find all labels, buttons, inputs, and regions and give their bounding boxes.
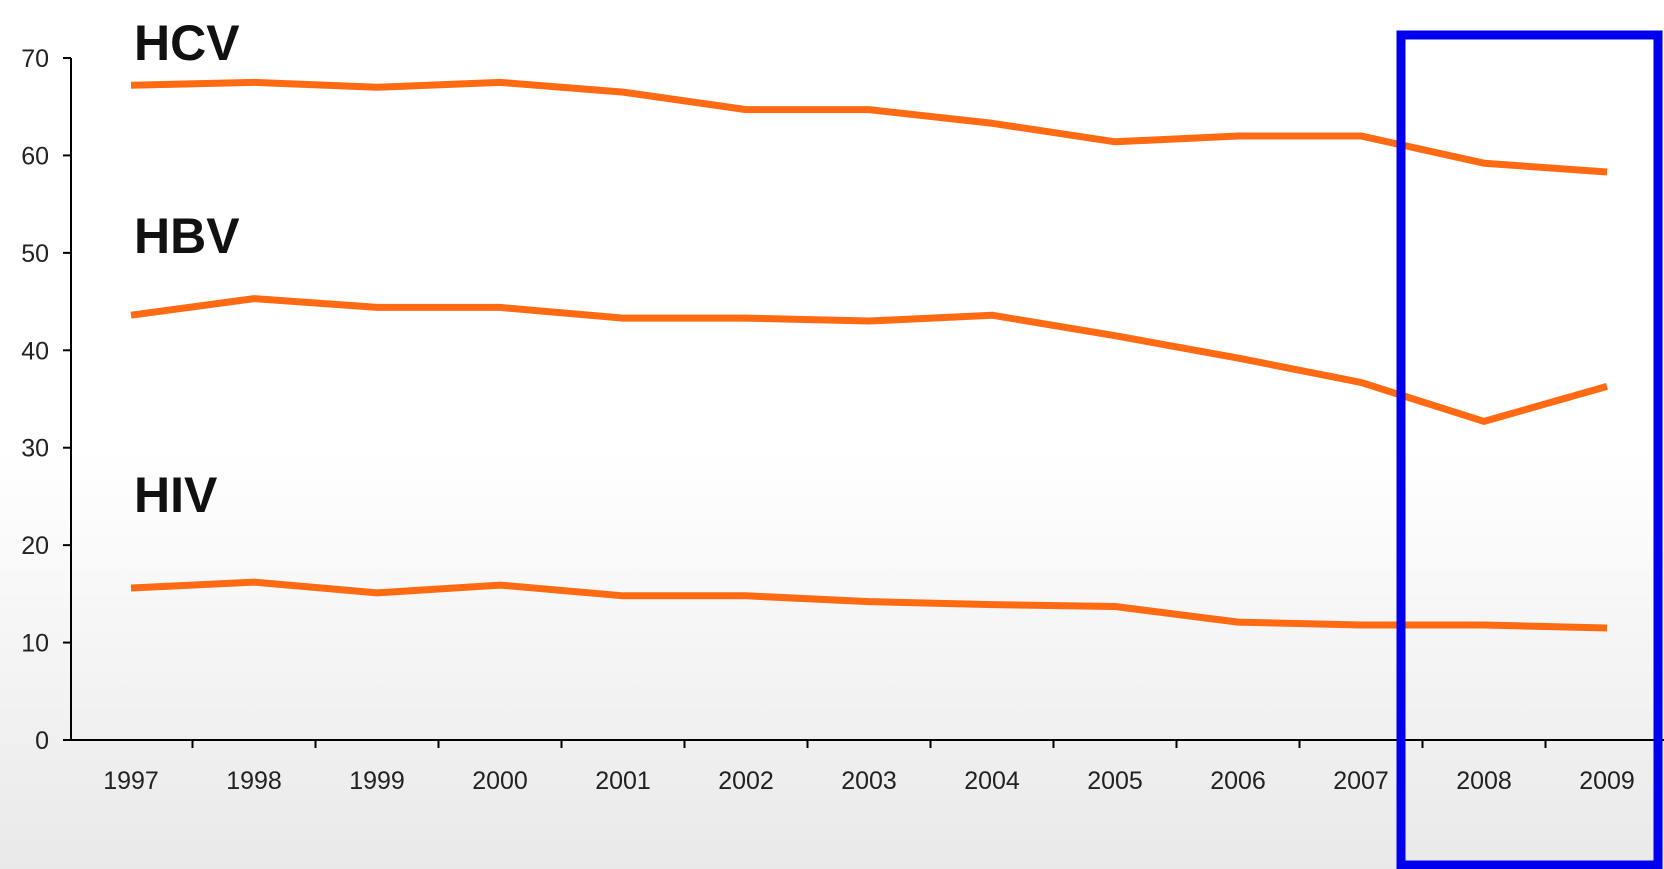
- x-tick-label: 2006: [1210, 767, 1266, 795]
- x-tick-label: 2009: [1579, 767, 1635, 795]
- chart-axes: [70, 58, 1664, 741]
- y-tick-label: 30: [21, 435, 49, 463]
- y-tick-label: 70: [21, 45, 49, 73]
- series-line-hbv: [130, 295, 1608, 425]
- y-tick-label: 0: [35, 727, 49, 755]
- y-tick-label: 20: [21, 532, 49, 560]
- series-label-hbv: HBV: [134, 208, 240, 264]
- series-line-hiv: [130, 578, 1608, 632]
- series-labels: HCV HBV HIV: [134, 15, 240, 523]
- highlight-box: [1396, 30, 1663, 869]
- x-tick-label: 1998: [226, 767, 282, 795]
- y-tick-label: 40: [21, 337, 49, 365]
- x-tick-label: 2005: [1087, 767, 1143, 795]
- x-tick-label: 2000: [472, 767, 528, 795]
- y-tick-label: 10: [21, 630, 49, 658]
- y-tick-label: 60: [21, 142, 49, 170]
- series-lines: [130, 78, 1608, 632]
- x-tick-label: 1997: [103, 767, 159, 795]
- x-tick-label: 2003: [841, 767, 897, 795]
- series-label-hcv: HCV: [134, 15, 240, 71]
- y-tick-label: 50: [21, 240, 49, 268]
- x-tick-label: 2004: [964, 767, 1020, 795]
- x-tick-label: 2001: [595, 767, 651, 795]
- y-ticks: 0 10 20 30 40 50 60 70: [21, 45, 71, 755]
- x-tick-label: 1999: [349, 767, 405, 795]
- x-tick-label: 2008: [1456, 767, 1512, 795]
- series-label-hiv: HIV: [134, 467, 218, 523]
- x-tick-label: 2007: [1333, 767, 1389, 795]
- x-tick-label: 2002: [718, 767, 774, 795]
- annotation-layer: [1396, 30, 1663, 869]
- x-ticks: 1997 1998 1999 2000 2001 2002 2003 2004 2005 2006…: [103, 740, 1635, 795]
- series-line-hcv: [130, 78, 1608, 176]
